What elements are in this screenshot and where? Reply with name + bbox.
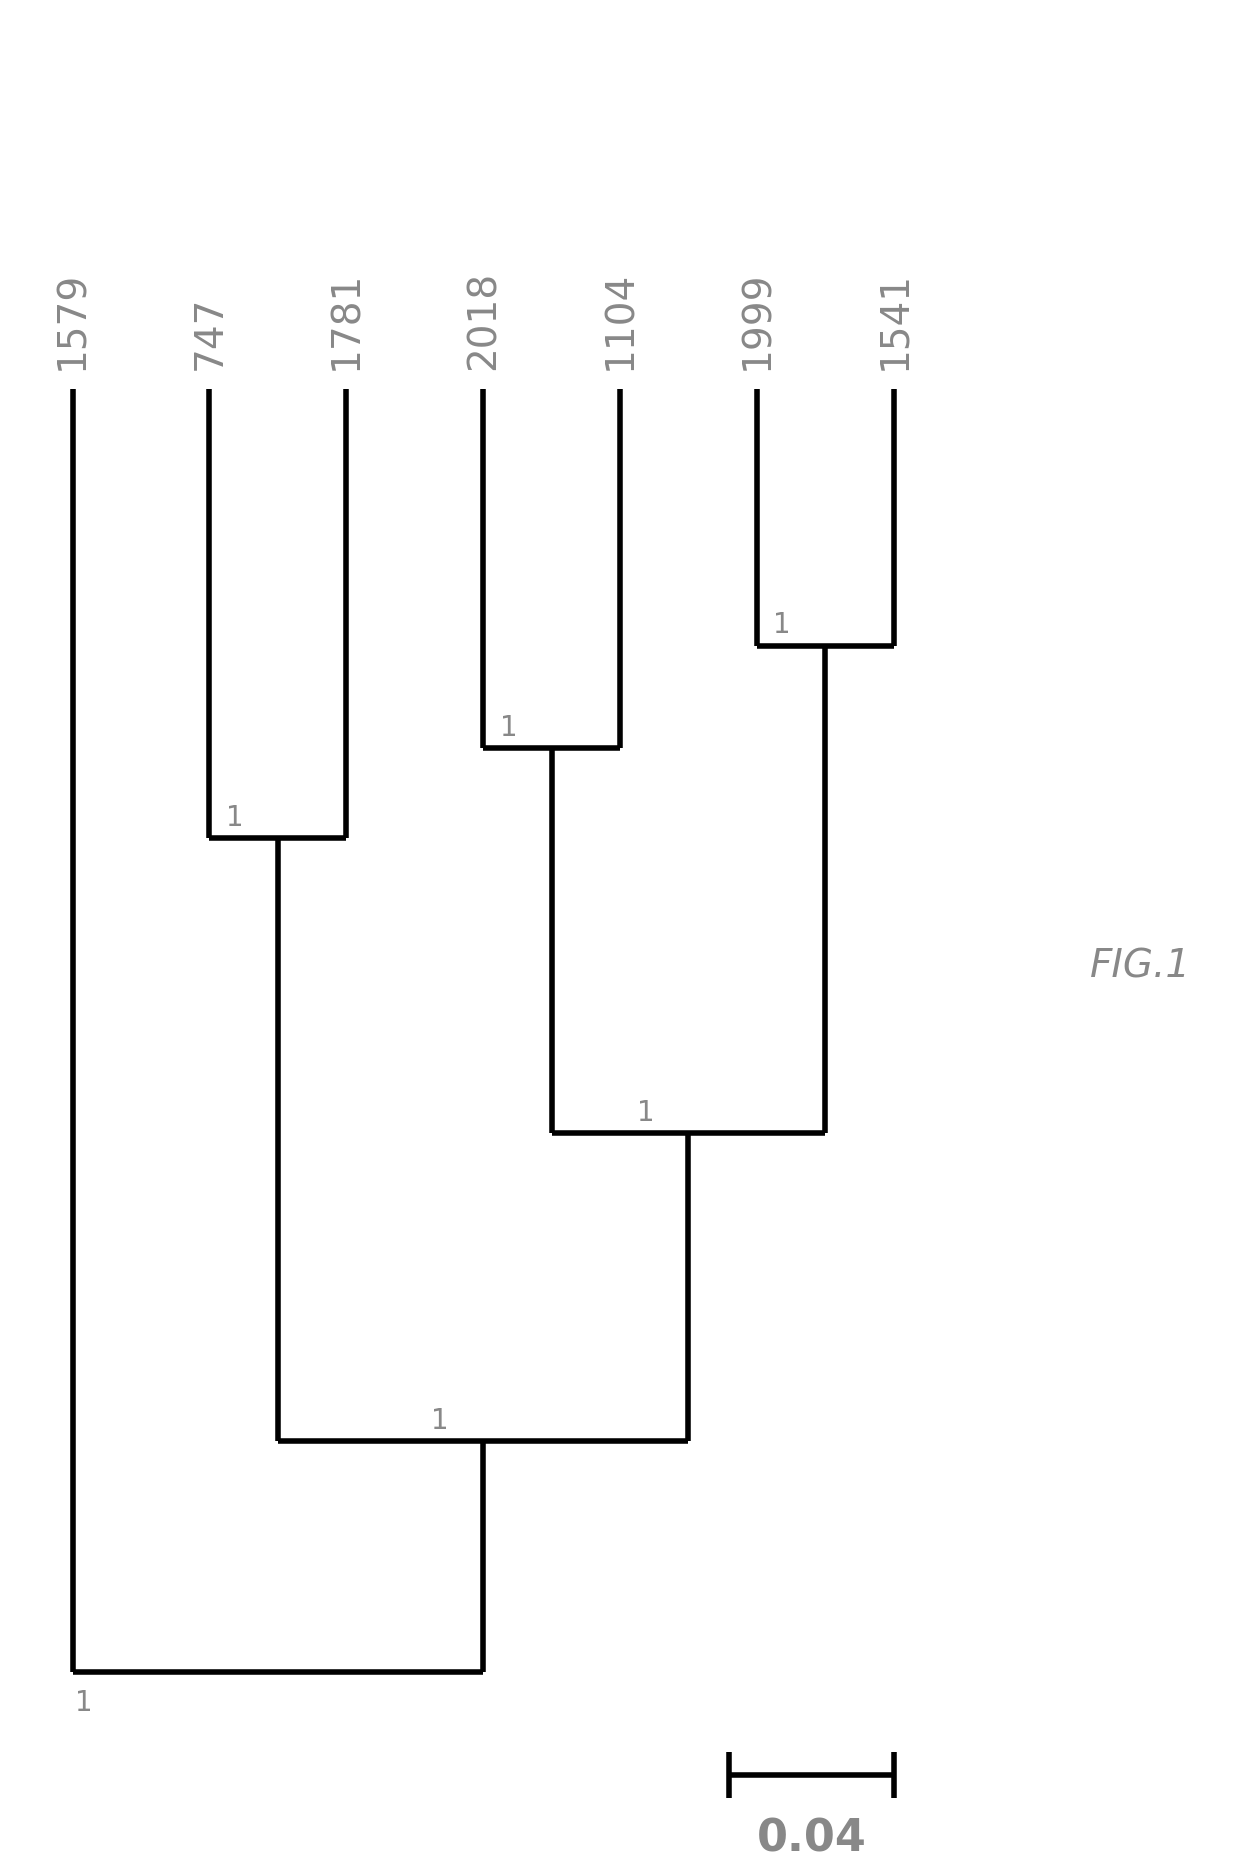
Text: 1: 1 [76, 1689, 93, 1718]
Text: 1104: 1104 [601, 270, 639, 369]
Text: 1: 1 [636, 1099, 655, 1127]
Text: 1541: 1541 [874, 270, 913, 369]
Text: 747: 747 [191, 296, 228, 369]
Text: 1: 1 [500, 714, 517, 742]
Text: FIG.1: FIG.1 [1090, 947, 1190, 986]
Text: 1: 1 [774, 611, 791, 639]
Text: 1: 1 [226, 804, 243, 832]
Text: 1579: 1579 [53, 270, 92, 369]
Text: 0.04: 0.04 [756, 1817, 867, 1860]
Text: 1: 1 [432, 1406, 449, 1434]
Text: 2018: 2018 [464, 270, 502, 369]
Text: 1781: 1781 [327, 270, 366, 369]
Text: 1999: 1999 [738, 270, 776, 369]
